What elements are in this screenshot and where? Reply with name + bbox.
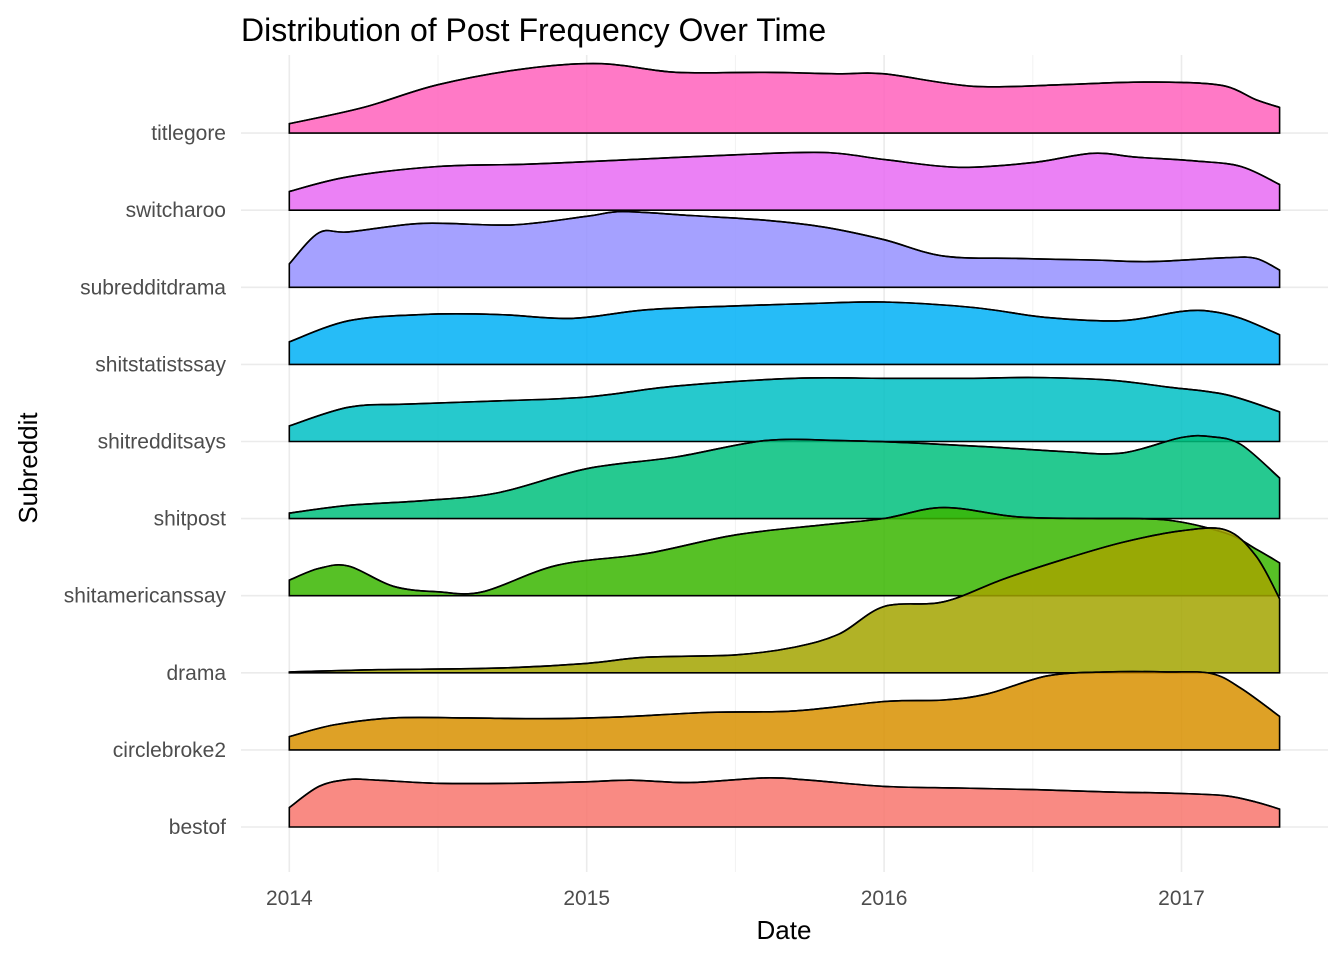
ridge-outline-shitamericanssay bbox=[289, 506, 1281, 595]
y-axis-title: Subreddit bbox=[13, 412, 43, 524]
ridge-outline-circlebroke2 bbox=[289, 670, 1281, 738]
x-axis-title: Date bbox=[757, 915, 812, 945]
y-tick-label: circlebroke2 bbox=[113, 739, 226, 762]
ridge-outline-subredditdrama bbox=[288, 210, 1280, 271]
ridge-outline-bestof bbox=[288, 777, 1280, 810]
x-axis-ticks: 2014 2015 2016 2017 bbox=[266, 887, 1205, 910]
y-tick-label: shitstatistssay bbox=[95, 353, 226, 376]
ridge-outline-shitpost bbox=[289, 434, 1281, 514]
ridge-outline-titlegore bbox=[289, 62, 1280, 125]
x-tick-label: 2014 bbox=[266, 887, 313, 910]
y-tick-label: titlegore bbox=[151, 122, 226, 145]
ridge-outline-shitredditsays bbox=[289, 376, 1280, 427]
x-tick-label: 2017 bbox=[1158, 887, 1205, 910]
ridge-outline-switcharoo bbox=[289, 151, 1280, 193]
y-tick-label: bestof bbox=[169, 816, 226, 839]
y-tick-label: shitamericanssay bbox=[64, 585, 227, 608]
ridge-outline-shitstatistssay bbox=[289, 301, 1280, 343]
x-tick-label: 2015 bbox=[563, 887, 610, 910]
ridge-layer bbox=[288, 62, 1281, 828]
ridge-area-bestof bbox=[288, 777, 1281, 828]
y-tick-label: shitredditsays bbox=[98, 431, 226, 454]
x-tick-label: 2016 bbox=[861, 887, 908, 910]
y-tick-label: subredditdrama bbox=[80, 276, 226, 299]
y-axis-ticks: bestof circlebroke2 drama shitamericanssay s… bbox=[64, 122, 227, 839]
ridge-outline-drama bbox=[289, 527, 1281, 673]
y-tick-label: shitpost bbox=[154, 508, 227, 531]
chart-title: Distribution of Post Frequency Over Time bbox=[241, 12, 826, 48]
y-tick-label: switcharoo bbox=[126, 199, 226, 222]
y-tick-label: drama bbox=[166, 662, 226, 685]
